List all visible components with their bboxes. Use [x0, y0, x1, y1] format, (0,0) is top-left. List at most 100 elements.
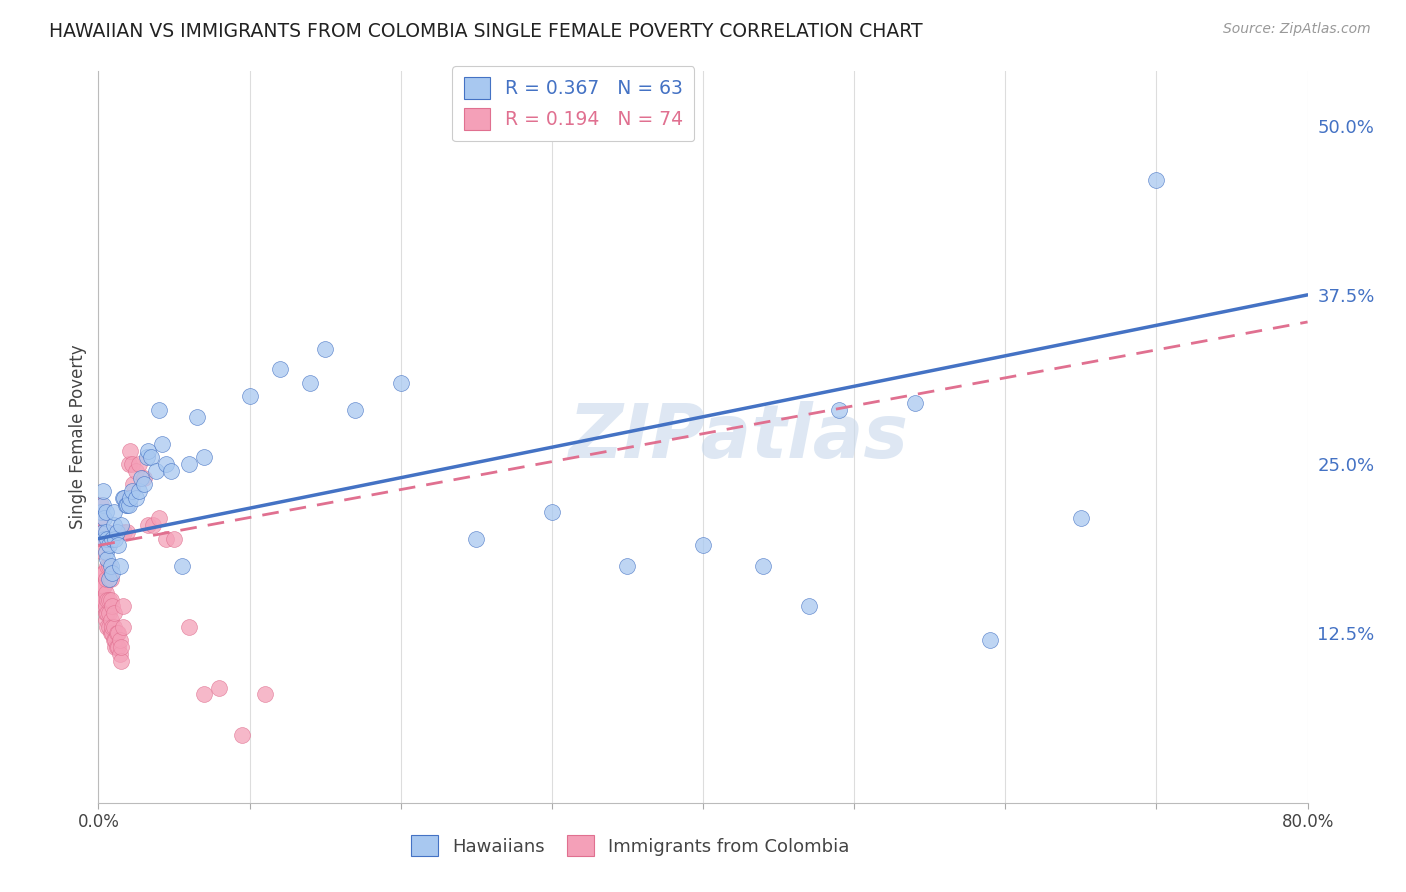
Point: [94, 572, 117, 586]
Point: [103, 620, 125, 634]
Point: [94, 606, 117, 620]
Point: [90, 532, 112, 546]
Point: [101, 626, 124, 640]
Y-axis label: Single Female Poverty: Single Female Poverty: [69, 345, 87, 529]
Point: [150, 437, 173, 451]
Point: [979, 633, 1001, 648]
Point: [112, 491, 135, 505]
Point: [94, 532, 117, 546]
Point: [148, 511, 170, 525]
Point: [93, 532, 115, 546]
Point: [100, 558, 122, 573]
Point: [96, 620, 118, 634]
Point: [208, 681, 231, 695]
Point: [96, 552, 118, 566]
Point: [94, 545, 117, 559]
Point: [98, 572, 121, 586]
Point: [193, 688, 215, 702]
Point: [105, 626, 128, 640]
Text: Source: ZipAtlas.com: Source: ZipAtlas.com: [1223, 22, 1371, 37]
Point: [111, 620, 134, 634]
Point: [125, 491, 148, 505]
Point: [110, 518, 132, 533]
Point: [128, 457, 150, 471]
Point: [110, 640, 132, 654]
Point: [148, 403, 170, 417]
Point: [115, 498, 138, 512]
Point: [129, 471, 152, 485]
Point: [163, 532, 186, 546]
Point: [93, 592, 115, 607]
Point: [110, 654, 132, 668]
Point: [1070, 511, 1092, 525]
Point: [239, 389, 262, 403]
Point: [108, 558, 131, 573]
Point: [101, 532, 124, 546]
Point: [121, 484, 143, 499]
Point: [115, 524, 138, 539]
Point: [91, 498, 114, 512]
Point: [692, 538, 714, 552]
Point: [145, 464, 167, 478]
Point: [89, 524, 111, 539]
Point: [108, 647, 131, 661]
Point: [105, 524, 128, 539]
Point: [93, 599, 115, 614]
Point: [179, 457, 201, 471]
Point: [107, 538, 129, 552]
Point: [616, 558, 638, 573]
Point: [91, 484, 114, 499]
Point: [98, 558, 121, 573]
Point: [94, 586, 117, 600]
Point: [132, 477, 155, 491]
Legend: Hawaiians, Immigrants from Colombia: Hawaiians, Immigrants from Colombia: [404, 828, 858, 863]
Point: [98, 620, 121, 634]
Point: [114, 491, 136, 505]
Point: [132, 471, 155, 485]
Point: [94, 613, 117, 627]
Point: [91, 545, 114, 559]
Point: [93, 566, 115, 580]
Point: [186, 409, 208, 424]
Point: [141, 450, 163, 465]
Point: [104, 633, 127, 648]
Point: [93, 511, 115, 525]
Point: [118, 457, 141, 471]
Point: [231, 728, 253, 742]
Point: [100, 626, 122, 640]
Point: [94, 505, 117, 519]
Point: [100, 592, 122, 607]
Point: [103, 606, 125, 620]
Point: [101, 620, 124, 634]
Point: [136, 443, 159, 458]
Text: ZIPatlas: ZIPatlas: [569, 401, 910, 474]
Point: [269, 362, 291, 376]
Point: [122, 477, 145, 491]
Point: [797, 599, 820, 614]
Point: [91, 524, 114, 539]
Point: [828, 403, 851, 417]
Point: [103, 505, 125, 519]
Point: [104, 640, 127, 654]
Point: [94, 599, 117, 614]
Point: [91, 592, 114, 607]
Point: [104, 532, 127, 546]
Point: [91, 579, 114, 593]
Point: [96, 532, 118, 546]
Point: [1144, 172, 1167, 186]
Point: [253, 688, 276, 702]
Point: [107, 626, 129, 640]
Point: [103, 518, 125, 533]
Point: [128, 484, 150, 499]
Point: [389, 376, 412, 390]
Point: [904, 396, 927, 410]
Point: [112, 524, 135, 539]
Point: [96, 524, 118, 539]
Point: [90, 579, 112, 593]
Point: [111, 491, 134, 505]
Point: [94, 524, 117, 539]
Point: [93, 532, 115, 546]
Point: [155, 532, 177, 546]
Point: [118, 498, 141, 512]
Text: HAWAIIAN VS IMMIGRANTS FROM COLOMBIA SINGLE FEMALE POVERTY CORRELATION CHART: HAWAIIAN VS IMMIGRANTS FROM COLOMBIA SIN…: [49, 22, 922, 41]
